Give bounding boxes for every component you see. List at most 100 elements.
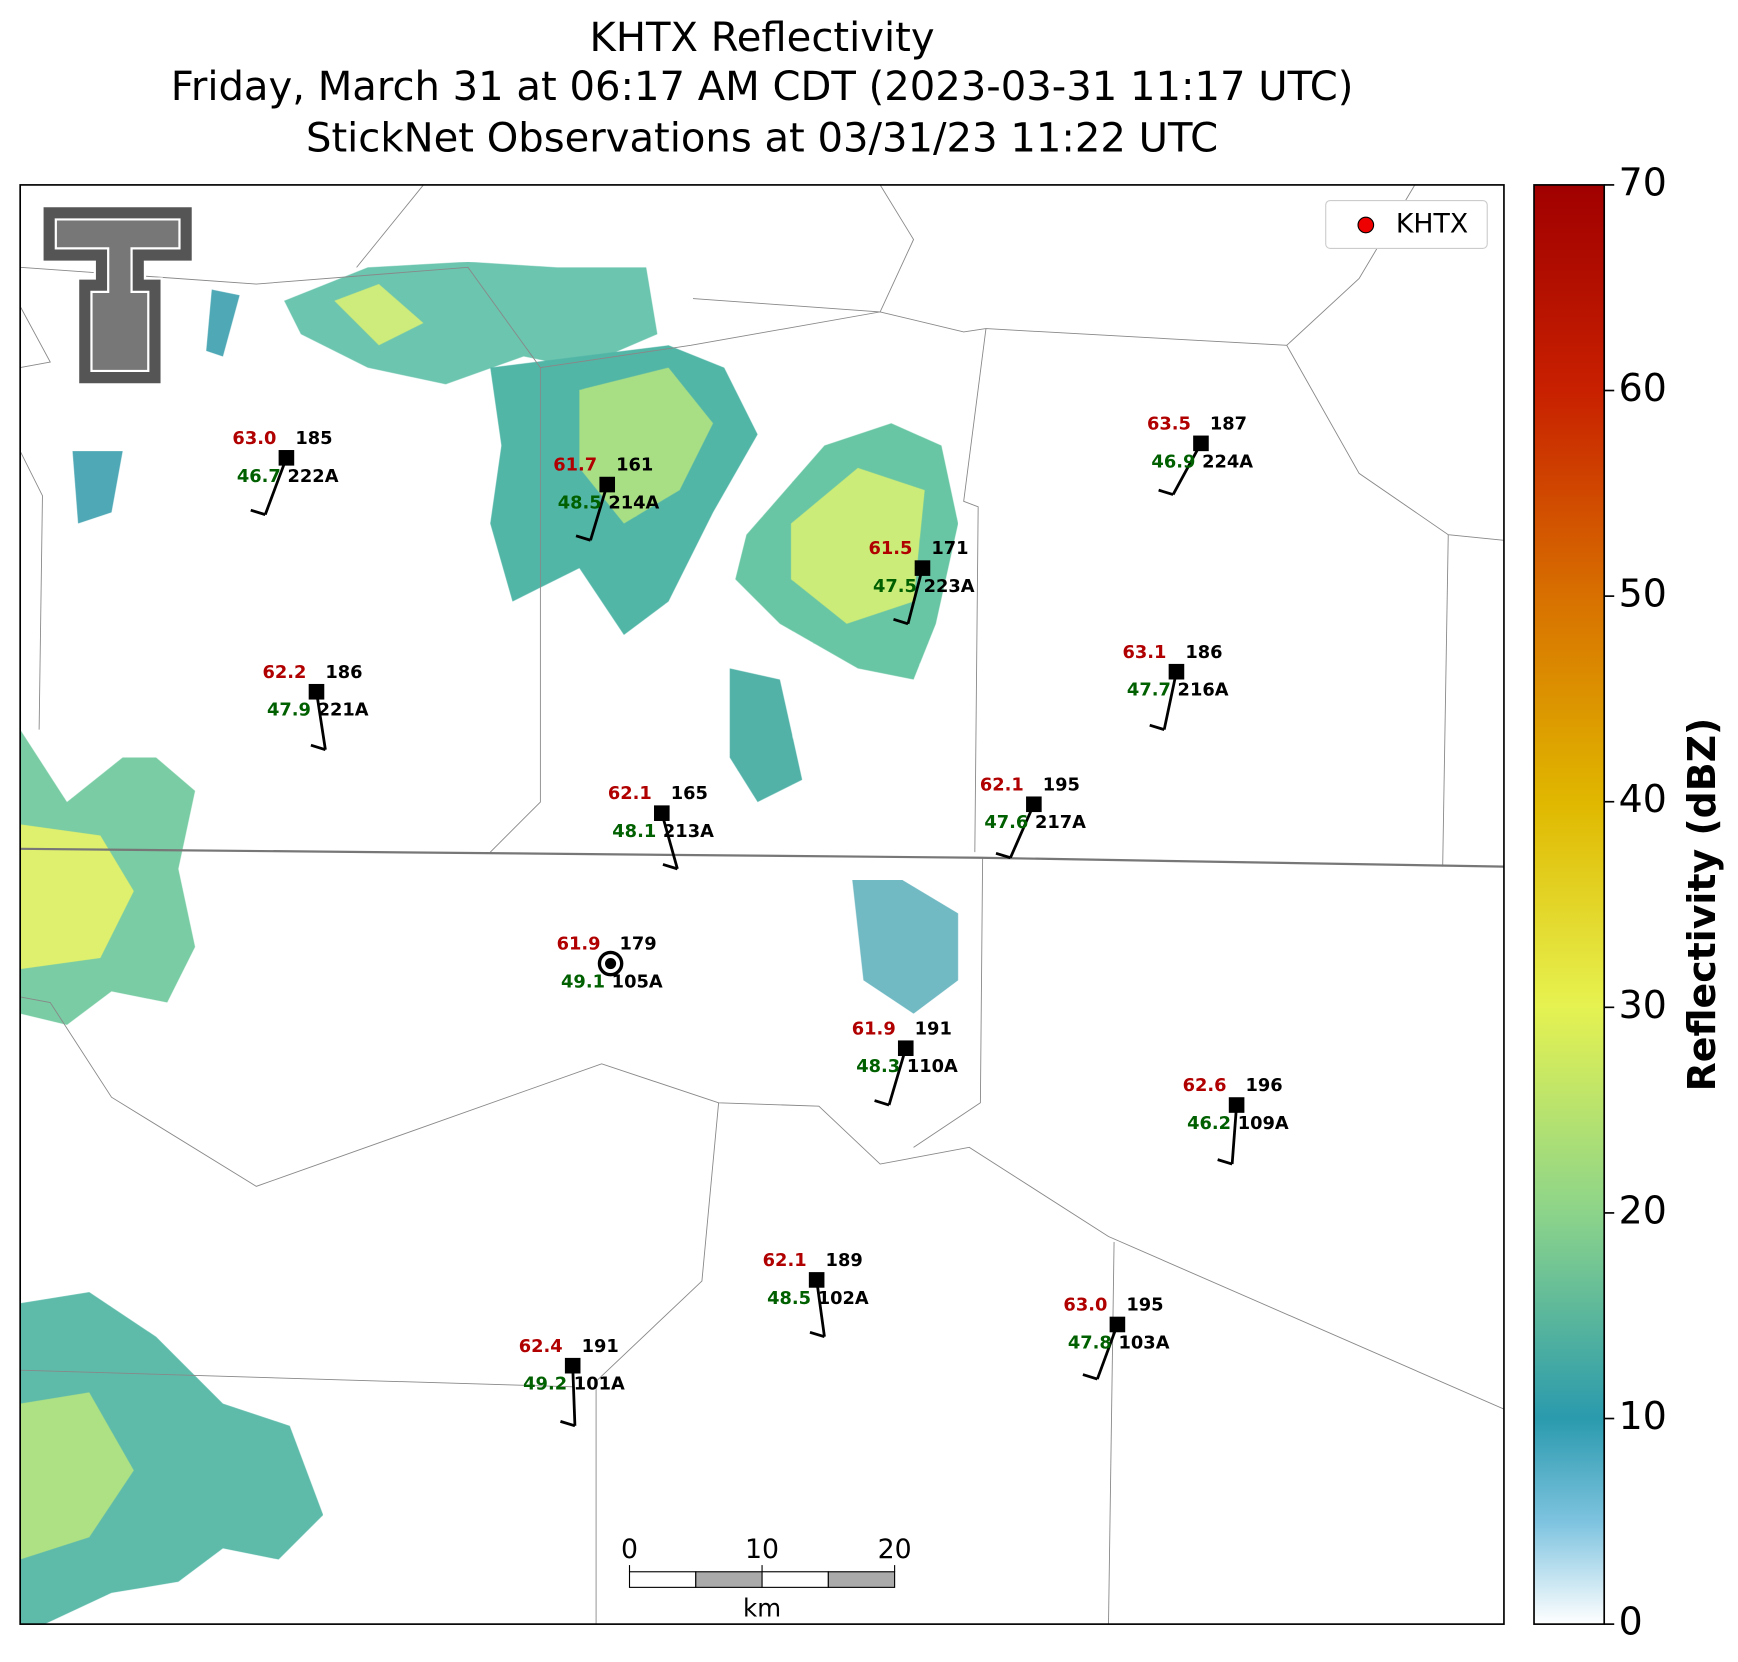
wind-barb [315, 691, 327, 750]
temperature: 62.1 [608, 783, 652, 804]
station: 62.1 189 48.5 102A [763, 1250, 869, 1339]
wind-barb-tick [809, 1330, 825, 1339]
station-layer: 63.0 185 46.7 222A 61.7 161 48.5 214A 61.5 171 47.… [232, 413, 1289, 1428]
temperature: 62.6 [1183, 1075, 1227, 1096]
scale-tick-label: 0 [621, 1534, 638, 1565]
scale-segment [695, 1571, 763, 1588]
pressure: 196 [1246, 1075, 1283, 1096]
station: 61.5 171 47.5 223A [868, 538, 975, 626]
station-marker [564, 1357, 581, 1374]
map-layer: 63.0 185 46.7 222A 61.7 161 48.5 214A 61.5 171 47.… [20, 184, 1504, 1625]
dewpoint: 48.5 [767, 1288, 811, 1309]
station: 63.1 186 47.7 216A [1122, 642, 1229, 731]
pressure: 191 [915, 1018, 952, 1039]
colorbar-tick-label: 0 [1619, 1600, 1643, 1644]
temperature: 63.5 [1147, 413, 1191, 434]
dewpoint: 48.3 [856, 1056, 900, 1077]
wind-barb-tick [560, 1420, 576, 1428]
station-marker [914, 560, 931, 576]
scale-segment [761, 1571, 829, 1588]
legend-label: KHTX [1396, 209, 1468, 240]
temperature: 63.1 [1122, 642, 1166, 663]
station-id: 223A [924, 576, 975, 597]
legend-box [1325, 199, 1488, 249]
station-id: 102A [818, 1288, 869, 1309]
dewpoint: 46.9 [1151, 451, 1195, 472]
temperature: 61.9 [852, 1018, 896, 1039]
ttu-logo [41, 204, 194, 386]
scale-tick-label: 10 [745, 1534, 779, 1565]
station-marker [654, 805, 670, 821]
wind-barb-tick [662, 863, 678, 871]
station-marker [599, 476, 616, 493]
colorbar-tick-label: 40 [1619, 777, 1667, 821]
station-id: 213A [663, 821, 714, 842]
dewpoint: 47.7 [1127, 680, 1171, 701]
pressure: 189 [826, 1250, 863, 1271]
pressure: 186 [1185, 642, 1222, 663]
colorbar-tick-label: 70 [1619, 160, 1667, 204]
dewpoint: 48.5 [558, 493, 602, 514]
temperature: 63.0 [1063, 1295, 1107, 1316]
wind-barb-tick [575, 534, 591, 542]
temperature: 62.1 [980, 774, 1024, 795]
wind-barb-tick [1149, 723, 1165, 731]
temperature: 62.2 [263, 662, 307, 683]
station-marker [597, 950, 624, 977]
title: KHTX Reflectivity Friday, March 31 at 06… [171, 15, 1354, 161]
station: 63.0 195 47.8 103A [1063, 1295, 1170, 1381]
station-id: 109A [1238, 1113, 1289, 1134]
colorbar-tick-label: 10 [1619, 1394, 1667, 1438]
station-marker [1109, 1316, 1126, 1333]
wind-barb-tick [874, 1099, 890, 1107]
station-marker [1168, 663, 1185, 680]
station-marker [308, 683, 325, 700]
station-id: 214A [608, 493, 659, 514]
colorbar-ramp [1533, 184, 1606, 1625]
temperature: 62.1 [763, 1250, 807, 1271]
station-marker-inner [604, 957, 617, 970]
station: 62.1 165 48.1 213A [608, 783, 714, 871]
temperature: 61.5 [868, 538, 912, 559]
wind-barb [1096, 1323, 1119, 1380]
dewpoint: 47.9 [267, 700, 311, 721]
wind-barb [1230, 1104, 1238, 1165]
wind-barb [1171, 442, 1203, 496]
station: 63.0 185 46.7 222A [232, 428, 339, 516]
radar-echoes [20, 261, 959, 1625]
colorbar: Reflectivity (dBZ) 0 10 20 30 40 50 60 70 [1533, 160, 1724, 1644]
wind-barb [571, 1365, 577, 1426]
wind-barb-tick [1158, 488, 1174, 496]
station: 61.9 191 48.3 110A [852, 1018, 958, 1107]
colorbar-tick-label: 60 [1619, 366, 1667, 410]
temperature: 61.7 [553, 455, 597, 476]
colorbar-label: Reflectivity (dBZ) [1680, 718, 1724, 1092]
station: 61.7 161 48.5 214A [553, 455, 660, 542]
wind-barb-tick [310, 743, 326, 752]
wind-barb [815, 1279, 826, 1337]
station-id: 224A [1202, 451, 1253, 472]
pressure: 191 [582, 1336, 619, 1357]
colorbar-tick-label: 50 [1619, 572, 1667, 616]
legend-marker [1357, 216, 1375, 234]
station-marker [897, 1040, 914, 1057]
temperature: 61.9 [557, 934, 601, 955]
title-line: KHTX Reflectivity [590, 15, 935, 61]
station: 62.2 186 47.9 221A [263, 662, 369, 752]
wind-barb [660, 812, 679, 870]
station-marker [808, 1272, 825, 1288]
station-id: 105A [612, 971, 663, 992]
scale-segment [827, 1571, 896, 1588]
station: 63.5 187 46.9 224A [1147, 413, 1253, 496]
station-id: 110A [907, 1056, 958, 1077]
pressure: 187 [1210, 413, 1247, 434]
station-id: 101A [574, 1374, 625, 1395]
scale-tick-label: 20 [878, 1534, 912, 1565]
dewpoint: 48.1 [612, 821, 656, 842]
pressure: 185 [295, 428, 332, 449]
dewpoint: 47.6 [984, 812, 1028, 833]
dewpoint: 49.1 [561, 971, 605, 992]
temperature: 63.0 [232, 428, 276, 449]
